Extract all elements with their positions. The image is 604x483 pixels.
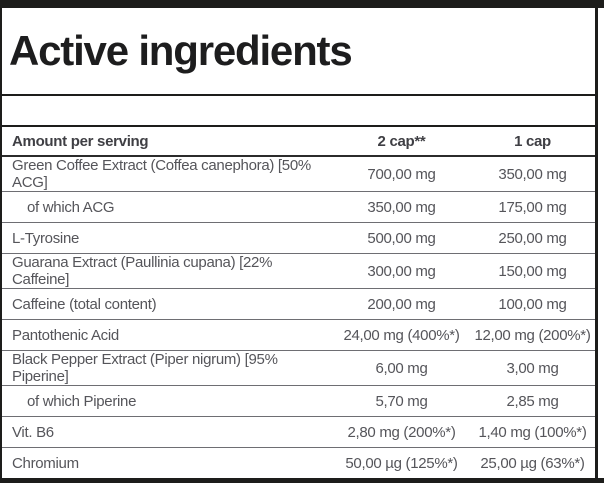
amount-2cap: 500,00 mg bbox=[367, 229, 436, 247]
table-row: Guarana Extract (Paullinia cupana) [22% … bbox=[2, 254, 595, 289]
ingredients-body: Green Coffee Extract (Coffea canephora) … bbox=[2, 156, 595, 478]
ingredients-table: Amount per serving 2 cap** 1 cap Green C… bbox=[2, 127, 595, 478]
table-row: Green Coffee Extract (Coffea canephora) … bbox=[2, 156, 595, 192]
table-row: Caffeine (total content) 200,00 mg 100,0… bbox=[2, 289, 595, 320]
ingredient-name: of which ACG bbox=[27, 198, 115, 216]
amount-1cap: 1,40 mg (100%*) bbox=[478, 423, 587, 441]
column-header-2cap: 2 cap** bbox=[333, 127, 470, 157]
amount-1cap: 100,00 mg bbox=[498, 295, 567, 313]
amount-2cap: 300,00 mg bbox=[367, 262, 436, 280]
table-row: of which ACG 350,00 mg 175,00 mg bbox=[2, 192, 595, 223]
amount-2cap: 2,80 mg (200%*) bbox=[347, 423, 456, 441]
amount-1cap: 350,00 mg bbox=[498, 165, 567, 183]
amount-2cap: 24,00 mg (400%*) bbox=[343, 326, 460, 344]
ingredient-name: Black Pepper Extract (Piper nigrum) [95%… bbox=[12, 351, 278, 385]
ingredient-name: Caffeine (total content) bbox=[12, 295, 157, 313]
amount-2cap: 50,00 µg (125%*) bbox=[345, 454, 458, 472]
amount-2cap: 200,00 mg bbox=[367, 295, 436, 313]
amount-1cap: 12,00 mg (200%*) bbox=[474, 326, 591, 344]
amount-1cap: 25,00 µg (63%*) bbox=[480, 454, 585, 472]
amount-1cap: 250,00 mg bbox=[498, 229, 567, 247]
table-header: Amount per serving 2 cap** 1 cap bbox=[2, 127, 595, 157]
ingredient-name: L-Tyrosine bbox=[12, 229, 80, 247]
title-box: Active ingredients bbox=[2, 8, 595, 96]
amount-2cap: 350,00 mg bbox=[367, 198, 436, 216]
bottom-divider-bar bbox=[0, 478, 604, 483]
top-divider-bar bbox=[0, 0, 604, 8]
amount-1cap: 150,00 mg bbox=[498, 262, 567, 280]
ingredient-name: Green Coffee Extract (Coffea canephora) … bbox=[12, 157, 311, 191]
amount-1cap: 2,85 mg bbox=[506, 392, 559, 410]
ingredient-name: of which Piperine bbox=[27, 392, 137, 410]
amount-2cap: 700,00 mg bbox=[367, 165, 436, 183]
table-row: L-Tyrosine 500,00 mg 250,00 mg bbox=[2, 223, 595, 254]
column-header-1cap: 1 cap bbox=[470, 127, 595, 157]
ingredient-name: Vit. B6 bbox=[12, 423, 54, 441]
amount-2cap: 5,70 mg bbox=[375, 392, 428, 410]
amount-1cap: 175,00 mg bbox=[498, 198, 567, 216]
panel-frame: Active ingredients Amount per serving 2 … bbox=[0, 8, 598, 478]
ingredient-name: Guarana Extract (Paullinia cupana) [22% … bbox=[12, 254, 273, 288]
table-row: Chromium 50,00 µg (125%*) 25,00 µg (63%*… bbox=[2, 448, 595, 479]
amount-1cap: 3,00 mg bbox=[506, 359, 559, 377]
column-header-amount-per-serving: Amount per serving bbox=[2, 127, 333, 157]
table-row: Black Pepper Extract (Piper nigrum) [95%… bbox=[2, 351, 595, 386]
header-row: Amount per serving 2 cap** 1 cap bbox=[2, 127, 595, 157]
panel-title: Active ingredients bbox=[9, 27, 353, 74]
ingredient-name: Chromium bbox=[12, 454, 79, 472]
table-row: of which Piperine 5,70 mg 2,85 mg bbox=[2, 386, 595, 417]
amount-2cap: 6,00 mg bbox=[375, 359, 428, 377]
spacer-band bbox=[2, 96, 595, 127]
table-row: Pantothenic Acid 24,00 mg (400%*) 12,00 … bbox=[2, 320, 595, 351]
ingredient-name: Pantothenic Acid bbox=[12, 326, 119, 344]
table-row: Vit. B6 2,80 mg (200%*) 1,40 mg (100%*) bbox=[2, 417, 595, 448]
